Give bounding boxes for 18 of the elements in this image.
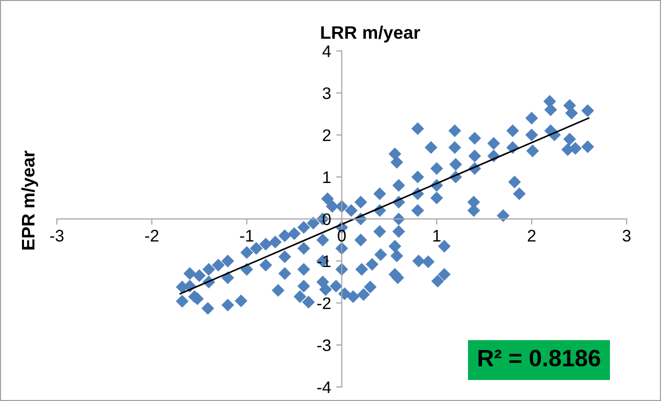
- y-tick-label: 4: [322, 46, 331, 57]
- y-tick-label: -3: [317, 339, 331, 352]
- y-tick-label: -4: [317, 382, 331, 394]
- y-axis-title: EPR m/year: [21, 150, 38, 250]
- chart-title: LRR m/year: [321, 26, 420, 42]
- y-tick-label: 3: [322, 87, 331, 100]
- x-tick-label: 1: [433, 230, 441, 242]
- annotation: R² = 0.8186: [478, 350, 600, 366]
- x-tick-label: -2: [145, 230, 158, 242]
- y-tick-label: 1: [323, 172, 331, 183]
- y-tick-label: -2: [317, 297, 330, 309]
- x-tick-label: 0: [338, 230, 346, 242]
- y-tick-label: 0: [322, 213, 331, 226]
- x-tick-label: -3: [50, 230, 64, 242]
- y-tick-label: 2: [322, 129, 330, 141]
- x-tick-label: 3: [622, 230, 631, 242]
- x-tick-label: 2: [528, 230, 536, 242]
- x-tick-label: -1: [240, 230, 254, 242]
